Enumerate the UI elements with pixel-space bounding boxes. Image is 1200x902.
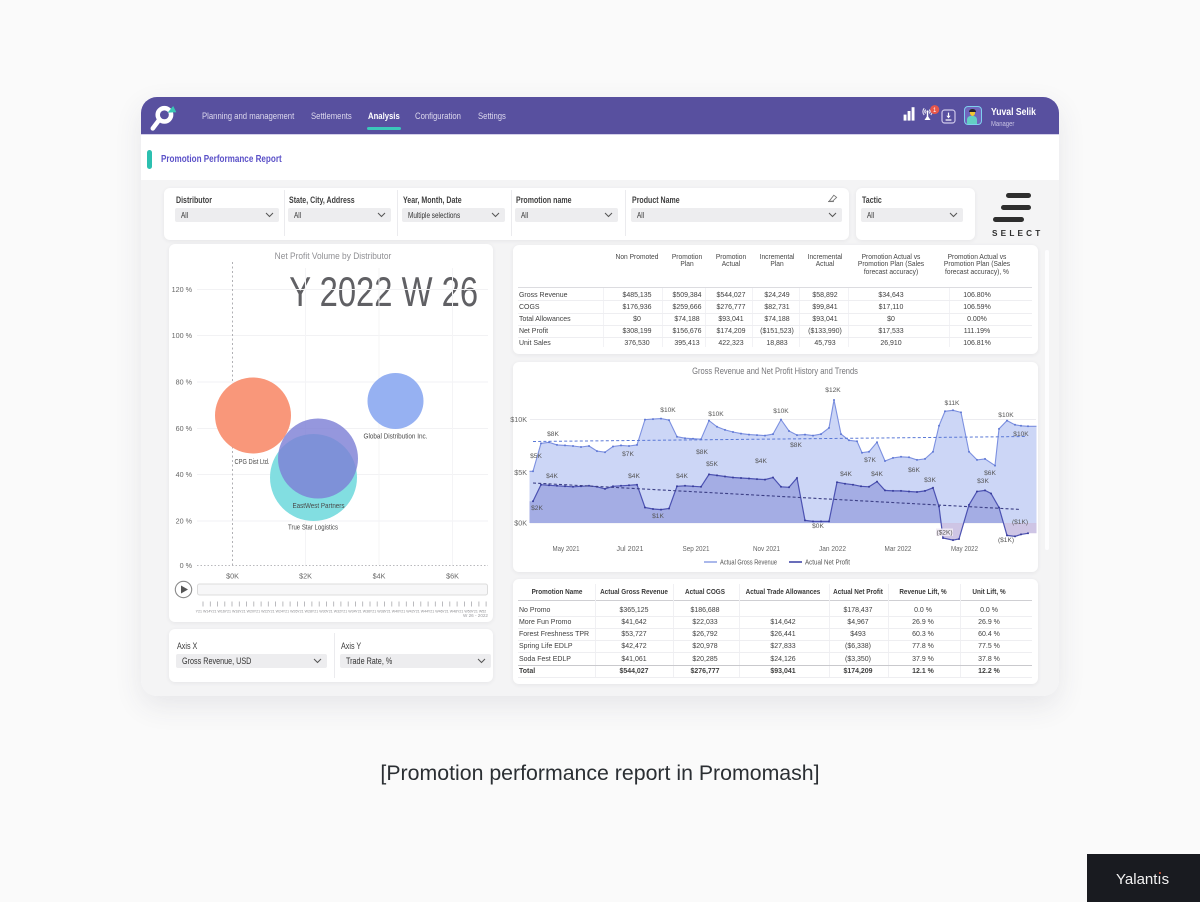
svg-text:Sep 2021: Sep 2021 [683, 544, 710, 553]
svg-text:$5K: $5K [706, 461, 718, 468]
svg-text:Y21 W46: Y21 W46 [428, 610, 443, 614]
svg-text:$7K: $7K [864, 457, 876, 464]
svg-text:Y21 W38: Y21 W38 [370, 610, 385, 614]
svg-text:$8K: $8K [696, 449, 708, 456]
svg-text:Y21 W42: Y21 W42 [399, 610, 414, 614]
svg-text:Y21 W34: Y21 W34 [341, 610, 356, 614]
svg-text:$4K: $4K [676, 473, 688, 480]
svg-text:$2K: $2K [299, 572, 312, 581]
svg-text:1: 1 [933, 107, 937, 113]
svg-text:$5K: $5K [514, 468, 527, 477]
svg-text:40 %: 40 % [176, 470, 193, 479]
svg-text:$10K: $10K [660, 407, 676, 414]
svg-text:$6K: $6K [446, 572, 459, 581]
svg-text:$1K: $1K [652, 513, 664, 520]
svg-text:$7K: $7K [622, 451, 634, 458]
svg-text:Y21 W50: Y21 W50 [457, 610, 472, 614]
svg-text:CPG Dist Ltd.: CPG Dist Ltd. [235, 457, 270, 466]
svg-text:$3K: $3K [924, 477, 936, 484]
svg-text:Y21 W52: Y21 W52 [472, 610, 487, 614]
svg-text:Y21 W28: Y21 W28 [297, 610, 312, 614]
svg-text:Y21 W18: Y21 W18 [225, 610, 240, 614]
svg-text:$10K: $10K [510, 415, 527, 424]
svg-text:$3K: $3K [977, 478, 989, 485]
svg-text:True Star Logistics: True Star Logistics [288, 523, 338, 532]
svg-text:Mar 2022: Mar 2022 [885, 544, 912, 553]
svg-text:Jul 2021: Jul 2021 [617, 544, 644, 553]
svg-text:Y21 W16: Y21 W16 [210, 610, 225, 614]
svg-text:Global Distribution Inc.: Global Distribution Inc. [364, 432, 428, 441]
svg-text:Y21 W30: Y21 W30 [312, 610, 327, 614]
svg-text:($1K): ($1K) [1012, 519, 1028, 526]
svg-text:$4K: $4K [871, 471, 883, 478]
svg-text:$10K: $10K [708, 411, 724, 418]
svg-text:60 %: 60 % [176, 424, 193, 433]
svg-text:20 %: 20 % [176, 516, 193, 525]
svg-text:Y21 W14: Y21 W14 [196, 610, 211, 614]
svg-text:120 %: 120 % [172, 285, 193, 294]
svg-text:May 2022: May 2022 [951, 544, 978, 553]
svg-text:$10K: $10K [998, 412, 1014, 419]
svg-text:Y21 W20: Y21 W20 [239, 610, 254, 614]
svg-text:Y21 W24: Y21 W24 [268, 610, 283, 614]
svg-text:$6K: $6K [908, 467, 920, 474]
svg-text:Y21 W26: Y21 W26 [283, 610, 298, 614]
svg-text:($2K): ($2K) [936, 530, 952, 537]
svg-text:$0K: $0K [514, 518, 527, 527]
svg-text:$0K: $0K [812, 523, 824, 530]
svg-text:$10K: $10K [1013, 431, 1029, 438]
svg-text:Y21 W48: Y21 W48 [442, 610, 457, 614]
svg-text:Actual Net Profit: Actual Net Profit [805, 558, 850, 567]
svg-text:W 26 - 2022: W 26 - 2022 [463, 613, 488, 618]
svg-text:$8K: $8K [790, 442, 802, 449]
svg-text:Y21 W22: Y21 W22 [254, 610, 269, 614]
svg-text:$10K: $10K [773, 408, 789, 415]
svg-text:Y21 W36: Y21 W36 [355, 610, 370, 614]
svg-text:$4K: $4K [755, 458, 767, 465]
svg-text:$4K: $4K [546, 473, 558, 480]
svg-text:$4K: $4K [840, 471, 852, 478]
svg-text:$5K: $5K [530, 453, 542, 460]
svg-text:Actual Gross Revenue: Actual Gross Revenue [720, 558, 777, 567]
svg-text:80 %: 80 % [176, 377, 193, 386]
svg-text:$0K: $0K [226, 572, 239, 581]
svg-text:Y21 W44: Y21 W44 [413, 610, 428, 614]
svg-text:Nov 2021: Nov 2021 [753, 544, 780, 553]
svg-text:$12K: $12K [825, 387, 841, 394]
svg-text:0 %: 0 % [180, 561, 193, 570]
svg-text:May 2021: May 2021 [553, 544, 580, 553]
svg-text:Jan 2022: Jan 2022 [819, 544, 846, 553]
svg-text:Y21 W32: Y21 W32 [326, 610, 341, 614]
svg-text:$6K: $6K [984, 470, 996, 477]
svg-text:$2K: $2K [531, 505, 543, 512]
svg-text:$4K: $4K [373, 572, 386, 581]
svg-text:($1K): ($1K) [998, 537, 1014, 544]
svg-text:EastWest Partners: EastWest Partners [293, 501, 345, 510]
svg-text:$8K: $8K [547, 431, 559, 438]
svg-text:100 %: 100 % [172, 331, 193, 340]
svg-text:$11K: $11K [945, 400, 961, 407]
svg-text:Y21 W40: Y21 W40 [384, 610, 399, 614]
svg-text:$4K: $4K [628, 473, 640, 480]
